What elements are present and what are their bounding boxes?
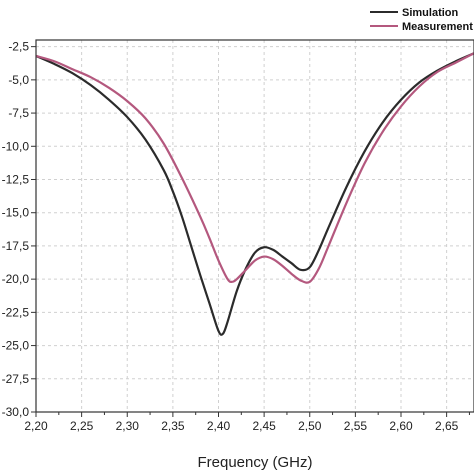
x-tick-label: 2,20	[24, 419, 48, 433]
y-tick-label: -7,5	[8, 106, 29, 120]
x-axis-title: Frequency (GHz)	[197, 454, 312, 471]
ticks	[31, 46, 470, 417]
y-tick-label: -10,0	[2, 139, 30, 153]
legend-label-simulation: Simulation	[402, 7, 459, 19]
y-tick-label: -12,5	[2, 173, 30, 187]
y-tick-label: -22,5	[2, 305, 30, 319]
x-tick-label: 2,45	[252, 419, 276, 433]
y-tick-label: -15,0	[2, 206, 30, 220]
x-tick-label: 2,25	[70, 419, 94, 433]
y-tick-label: -20,0	[2, 272, 30, 286]
x-tick-label: 2,40	[207, 419, 231, 433]
y-tick-label: -2,5	[8, 40, 29, 54]
y-tick-label: -27,5	[2, 372, 30, 386]
x-tick-label: 2,30	[116, 419, 140, 433]
tick-labels: 2,20 2,25 2,30 2,35 2,40 2,45 2,50 2,55 2,60 2,65…	[2, 40, 459, 433]
plot-frame	[35, 39, 474, 413]
y-tick-label: -5,0	[8, 73, 29, 87]
grid	[35, 40, 474, 413]
x-tick-label: 2,50	[298, 419, 322, 433]
series-layer	[35, 52, 474, 336]
y-tick-label: -17,5	[2, 239, 30, 253]
x-tick-label: 2,60	[389, 419, 413, 433]
legend-label-measurement: Measurement	[402, 21, 473, 33]
x-tick-label: 2,65	[435, 419, 459, 433]
x-tick-label: 2,55	[344, 419, 368, 433]
y-tick-label: -30,0	[2, 405, 30, 419]
series-line-measurement	[35, 52, 474, 284]
x-tick-label: 2,35	[161, 419, 185, 433]
legend: Simulation Measurement	[370, 7, 473, 33]
y-tick-label: -25,0	[2, 339, 30, 353]
